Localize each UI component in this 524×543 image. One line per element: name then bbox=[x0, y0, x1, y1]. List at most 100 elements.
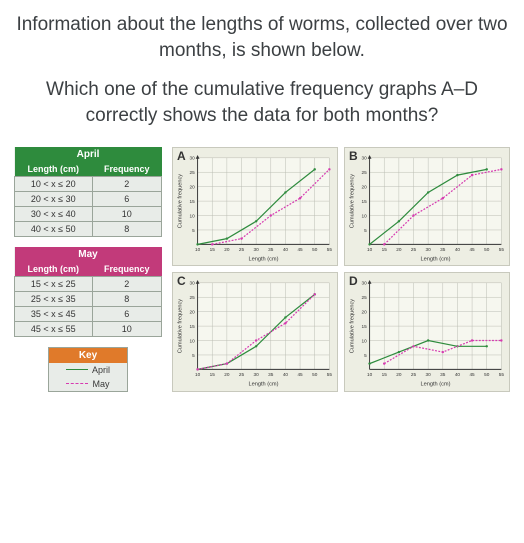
may-table: May Length (cm) Frequency 15 < x ≤ 252 2… bbox=[14, 247, 162, 337]
key-may-label: May bbox=[92, 379, 109, 389]
svg-text:15: 15 bbox=[362, 324, 368, 329]
key-may-swatch bbox=[66, 383, 88, 384]
svg-text:5: 5 bbox=[364, 227, 367, 232]
svg-text:20: 20 bbox=[190, 310, 196, 315]
svg-text:10: 10 bbox=[362, 338, 368, 343]
svg-text:55: 55 bbox=[327, 247, 333, 252]
svg-text:10: 10 bbox=[367, 372, 373, 377]
svg-text:10: 10 bbox=[190, 213, 196, 218]
chart-A-label: A bbox=[177, 149, 186, 163]
svg-text:Cumulative frequency: Cumulative frequency bbox=[178, 299, 184, 354]
charts-grid: A1015202530354045505551015202530Length (… bbox=[172, 147, 510, 392]
chart-D: D1015202530354045505551015202530Length (… bbox=[344, 272, 510, 392]
svg-text:50: 50 bbox=[312, 247, 318, 252]
svg-text:10: 10 bbox=[367, 247, 373, 252]
svg-text:Length (cm): Length (cm) bbox=[420, 381, 450, 387]
svg-text:5: 5 bbox=[364, 353, 367, 358]
svg-text:55: 55 bbox=[499, 247, 505, 252]
april-col1: Length (cm) bbox=[15, 162, 93, 177]
svg-text:35: 35 bbox=[440, 247, 446, 252]
svg-text:20: 20 bbox=[362, 184, 368, 189]
svg-text:30: 30 bbox=[426, 247, 432, 252]
svg-text:15: 15 bbox=[210, 247, 216, 252]
question-p2: Which one of the cumulative frequency gr… bbox=[8, 77, 516, 128]
svg-text:30: 30 bbox=[254, 372, 260, 377]
svg-text:15: 15 bbox=[382, 247, 388, 252]
table-row: 30 < x ≤ 4010 bbox=[15, 206, 162, 221]
svg-text:10: 10 bbox=[362, 213, 368, 218]
svg-text:25: 25 bbox=[411, 247, 417, 252]
svg-text:25: 25 bbox=[362, 170, 368, 175]
key-april: April bbox=[49, 363, 127, 377]
svg-text:40: 40 bbox=[283, 372, 289, 377]
key-title: Key bbox=[49, 348, 127, 363]
svg-text:5: 5 bbox=[192, 227, 195, 232]
may-col2: Frequency bbox=[92, 262, 161, 277]
key-april-label: April bbox=[92, 365, 110, 375]
svg-text:10: 10 bbox=[190, 338, 196, 343]
svg-text:45: 45 bbox=[469, 247, 475, 252]
svg-text:25: 25 bbox=[239, 372, 245, 377]
table-row: 40 < x ≤ 508 bbox=[15, 221, 162, 236]
svg-text:25: 25 bbox=[239, 247, 245, 252]
tables-column: April Length (cm) Frequency 10 < x ≤ 202… bbox=[14, 147, 162, 392]
svg-text:25: 25 bbox=[411, 372, 417, 377]
svg-text:10: 10 bbox=[195, 247, 201, 252]
svg-text:30: 30 bbox=[190, 281, 196, 286]
may-col1: Length (cm) bbox=[15, 262, 93, 277]
april-col2: Frequency bbox=[92, 162, 161, 177]
svg-text:Cumulative frequency: Cumulative frequency bbox=[350, 299, 356, 354]
key-april-swatch bbox=[66, 369, 88, 370]
svg-text:40: 40 bbox=[455, 247, 461, 252]
svg-text:Cumulative frequency: Cumulative frequency bbox=[350, 173, 356, 228]
svg-text:50: 50 bbox=[484, 247, 490, 252]
svg-text:20: 20 bbox=[224, 372, 230, 377]
svg-text:25: 25 bbox=[190, 170, 196, 175]
april-table: April Length (cm) Frequency 10 < x ≤ 202… bbox=[14, 147, 162, 237]
svg-text:50: 50 bbox=[312, 372, 318, 377]
svg-text:35: 35 bbox=[268, 372, 274, 377]
svg-text:15: 15 bbox=[382, 372, 388, 377]
chart-D-label: D bbox=[349, 274, 358, 288]
svg-text:55: 55 bbox=[499, 372, 505, 377]
svg-text:20: 20 bbox=[224, 247, 230, 252]
content-row: April Length (cm) Frequency 10 < x ≤ 202… bbox=[8, 147, 516, 392]
svg-text:40: 40 bbox=[455, 372, 461, 377]
key-may: May bbox=[49, 377, 127, 391]
chart-C: C1015202530354045505551015202530Length (… bbox=[172, 272, 338, 392]
svg-text:20: 20 bbox=[396, 247, 402, 252]
key-box: Key April May bbox=[48, 347, 128, 392]
chart-B: B1015202530354045505551015202530Length (… bbox=[344, 147, 510, 267]
svg-text:30: 30 bbox=[254, 247, 260, 252]
question-p1: Information about the lengths of worms, … bbox=[8, 12, 516, 63]
svg-text:35: 35 bbox=[268, 247, 274, 252]
svg-text:Cumulative frequency: Cumulative frequency bbox=[178, 173, 184, 228]
svg-text:15: 15 bbox=[362, 199, 368, 204]
svg-text:20: 20 bbox=[396, 372, 402, 377]
chart-B-label: B bbox=[349, 149, 358, 163]
svg-text:25: 25 bbox=[362, 295, 368, 300]
svg-text:45: 45 bbox=[297, 372, 303, 377]
svg-text:15: 15 bbox=[210, 372, 216, 377]
svg-text:30: 30 bbox=[426, 372, 432, 377]
svg-text:20: 20 bbox=[362, 310, 368, 315]
chart-C-label: C bbox=[177, 274, 186, 288]
svg-text:Length (cm): Length (cm) bbox=[248, 381, 278, 387]
svg-text:50: 50 bbox=[484, 372, 490, 377]
svg-text:Length (cm): Length (cm) bbox=[420, 256, 450, 262]
svg-text:25: 25 bbox=[190, 295, 196, 300]
svg-text:45: 45 bbox=[297, 247, 303, 252]
table-row: 45 < x ≤ 5510 bbox=[15, 321, 162, 336]
svg-text:10: 10 bbox=[195, 372, 201, 377]
svg-text:30: 30 bbox=[362, 155, 368, 160]
svg-text:55: 55 bbox=[327, 372, 333, 377]
svg-text:45: 45 bbox=[469, 372, 475, 377]
svg-text:40: 40 bbox=[283, 247, 289, 252]
svg-text:Length (cm): Length (cm) bbox=[248, 256, 278, 262]
svg-text:30: 30 bbox=[190, 155, 196, 160]
svg-text:20: 20 bbox=[190, 184, 196, 189]
svg-text:35: 35 bbox=[440, 372, 446, 377]
april-title: April bbox=[15, 147, 162, 162]
table-row: 35 < x ≤ 456 bbox=[15, 306, 162, 321]
table-row: 20 < x ≤ 306 bbox=[15, 191, 162, 206]
